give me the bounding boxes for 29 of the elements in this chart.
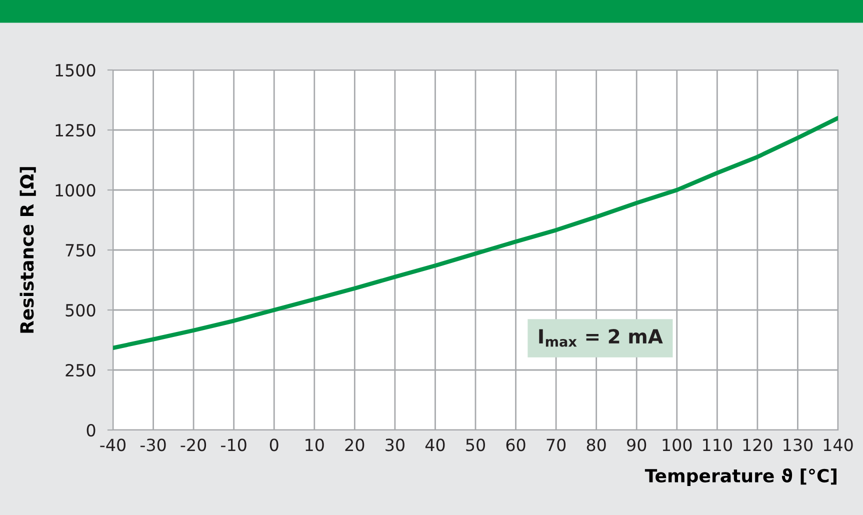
- y-tick-label: 1250: [56, 124, 96, 137]
- x-tick-label: 60: [506, 438, 526, 452]
- x-tick-label: 20: [345, 438, 364, 452]
- y-tick-label: 250: [66, 364, 96, 377]
- y-tick-label: 1500: [56, 64, 96, 77]
- x-tick-label: -30: [140, 438, 166, 452]
- x-tick-label: 140: [824, 438, 853, 452]
- x-tick-label: -40: [100, 438, 126, 452]
- y-tick-label: 1000: [56, 184, 96, 197]
- x-tick-label: 0: [270, 438, 278, 452]
- x-tick-label: 90: [627, 438, 646, 452]
- y-tick-label: 750: [66, 244, 96, 257]
- x-tick-label: -10: [221, 438, 246, 452]
- x-tick-label: 10: [306, 438, 324, 452]
- x-tick-label: 110: [703, 438, 732, 452]
- x-tick-label: 120: [743, 438, 772, 452]
- y-axis-title: Resistance R [Ω]: [20, 167, 36, 333]
- x-tick-label: 70: [546, 438, 566, 452]
- x-axis-title: Temperature ϑ [°C]: [644, 468, 836, 486]
- x-tick-label: -20: [180, 438, 206, 452]
- y-tick-label: 500: [66, 304, 96, 317]
- annotation: I$_{max}$ = 2 mA: [539, 328, 663, 347]
- x-tick-label: 130: [784, 438, 813, 452]
- x-tick-label: 40: [425, 438, 445, 452]
- x-tick-label: 50: [466, 438, 485, 452]
- x-tick-label: 30: [386, 438, 404, 452]
- x-tick-label: 100: [662, 438, 692, 452]
- x-tick-label: 80: [586, 438, 606, 452]
- y-tick-label: 0: [86, 424, 96, 437]
